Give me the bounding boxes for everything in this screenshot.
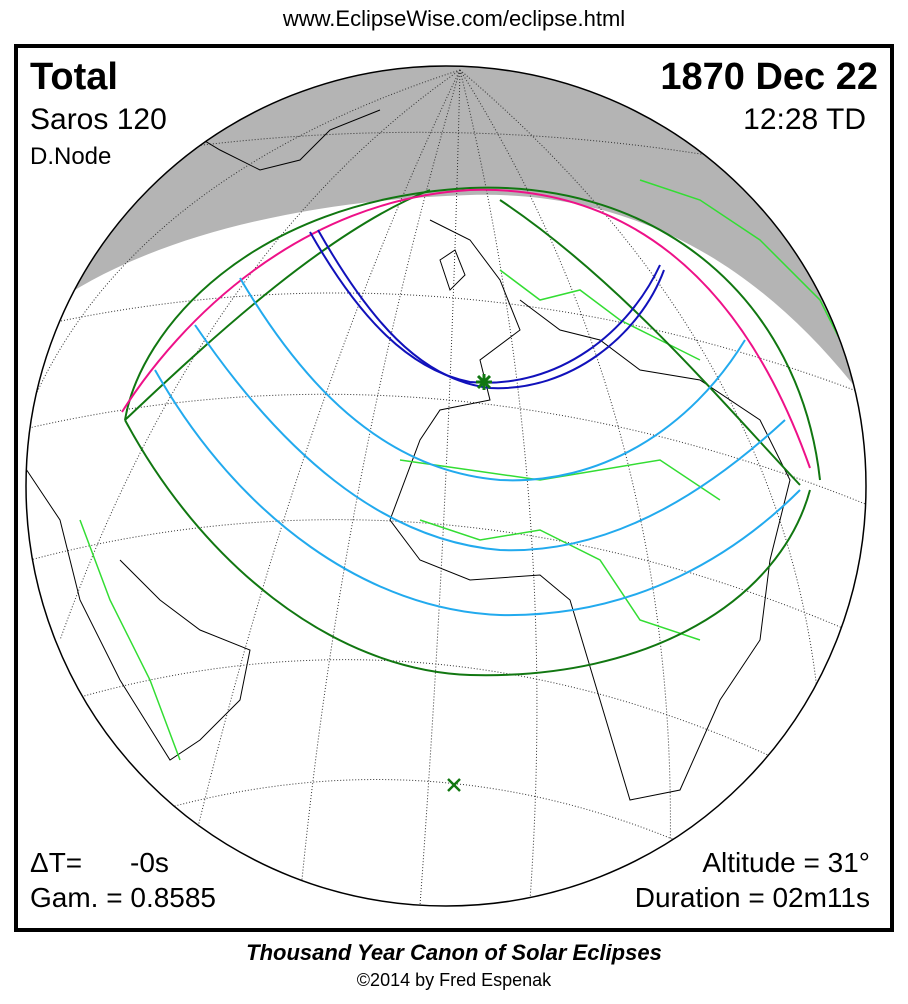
partial-magnitude-lines (154, 277, 801, 617)
canon-title: Thousand Year Canon of Solar Eclipses (246, 940, 662, 965)
saros-number: Saros 120 (30, 103, 167, 136)
eclipse-time: 12:28 TD (743, 103, 866, 136)
greatest-eclipse-star-icon (476, 374, 492, 390)
penumbra-limits (124, 186, 821, 677)
globe-outline (25, 65, 867, 907)
source-url: www.EclipseWise.com/eclipse.html (282, 6, 626, 31)
subsolar-point-icon (447, 778, 461, 792)
map-frame (14, 44, 894, 932)
eclipse-type: Total (30, 56, 118, 98)
copyright: ©2014 by Fred Espenak (356, 970, 552, 990)
altitude-value: Altitude = 31° (702, 847, 870, 878)
delta-t-label: ΔT= (30, 847, 83, 878)
delta-t-value: -0s (130, 847, 169, 878)
duration-value: Duration = 02m11s (634, 882, 870, 913)
node-type: D.Node (30, 143, 112, 170)
rise-set-limit (121, 188, 811, 469)
gamma-value: Gam. = 0.8585 (30, 882, 217, 913)
eclipse-date: 1870 Dec 22 (660, 56, 878, 98)
